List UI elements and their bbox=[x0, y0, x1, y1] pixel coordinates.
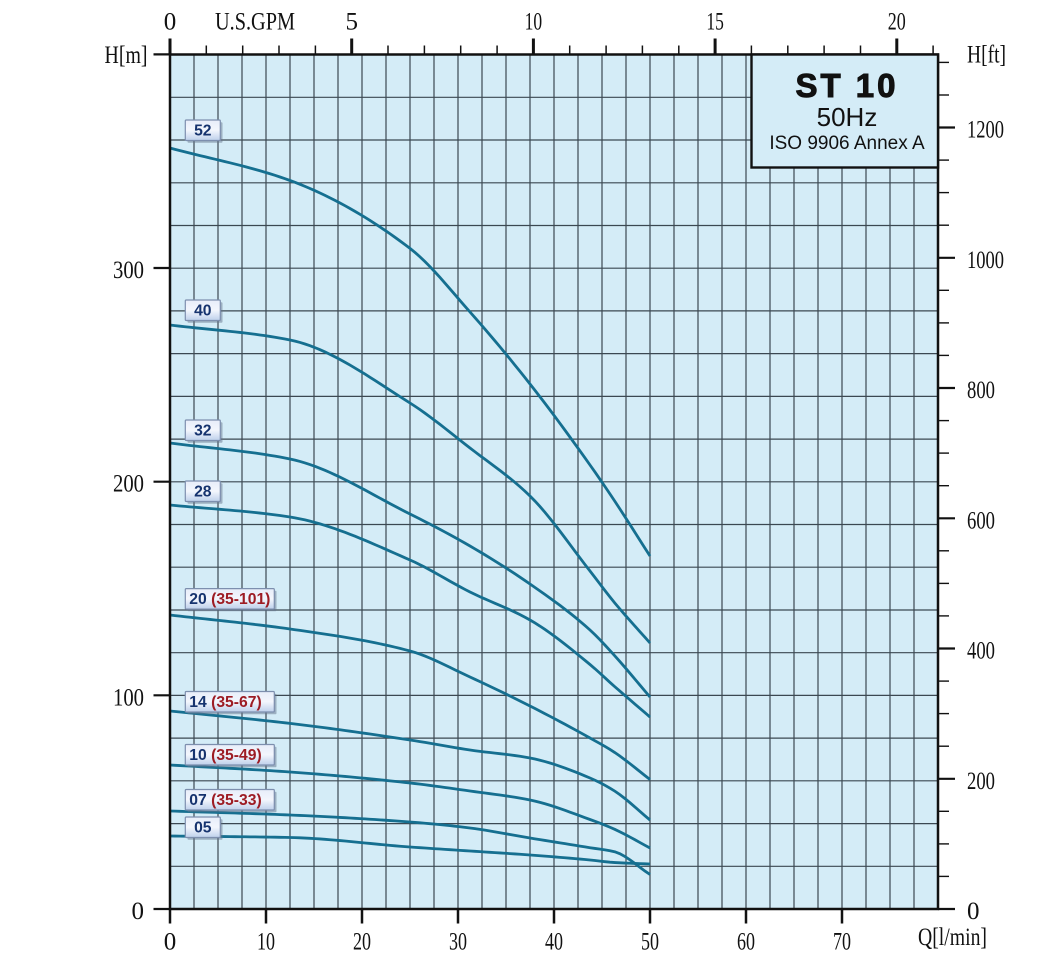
svg-text:10 (35-49): 10 (35-49) bbox=[189, 747, 261, 764]
svg-text:05: 05 bbox=[194, 819, 212, 836]
svg-text:20: 20 bbox=[353, 929, 371, 956]
svg-text:1200: 1200 bbox=[967, 117, 1004, 144]
svg-text:50: 50 bbox=[641, 929, 659, 956]
svg-text:10: 10 bbox=[257, 929, 275, 956]
svg-text:0: 0 bbox=[164, 929, 177, 956]
svg-text:800: 800 bbox=[967, 377, 995, 404]
svg-text:200: 200 bbox=[113, 471, 144, 498]
svg-text:40: 40 bbox=[545, 929, 563, 956]
svg-text:Q[l/min]: Q[l/min] bbox=[918, 924, 987, 951]
svg-text:52: 52 bbox=[194, 122, 212, 139]
svg-text:0: 0 bbox=[164, 9, 177, 36]
svg-text:14 (35-67): 14 (35-67) bbox=[189, 694, 261, 711]
svg-text:5: 5 bbox=[345, 9, 358, 36]
svg-text:300: 300 bbox=[113, 257, 144, 284]
svg-text:ST 10: ST 10 bbox=[795, 67, 898, 104]
svg-text:0: 0 bbox=[132, 898, 145, 925]
svg-text:U.S.GPM: U.S.GPM bbox=[215, 9, 295, 36]
svg-text:32: 32 bbox=[194, 422, 212, 439]
svg-text:20: 20 bbox=[888, 9, 906, 36]
svg-text:28: 28 bbox=[194, 483, 212, 500]
svg-text:ISO 9906 Annex A: ISO 9906 Annex A bbox=[769, 133, 925, 154]
svg-text:H[m]: H[m] bbox=[105, 42, 148, 69]
svg-text:200: 200 bbox=[967, 768, 995, 795]
svg-text:50Hz: 50Hz bbox=[817, 102, 878, 132]
svg-text:20 (35-101): 20 (35-101) bbox=[189, 591, 270, 608]
svg-text:10: 10 bbox=[525, 9, 543, 36]
svg-text:07 (35-33): 07 (35-33) bbox=[189, 792, 261, 809]
svg-text:100: 100 bbox=[113, 684, 144, 711]
svg-text:30: 30 bbox=[449, 929, 467, 956]
svg-text:40: 40 bbox=[194, 302, 212, 319]
svg-text:0: 0 bbox=[967, 898, 980, 925]
svg-text:60: 60 bbox=[737, 929, 755, 956]
svg-text:H[ft]: H[ft] bbox=[967, 42, 1006, 69]
svg-text:600: 600 bbox=[967, 507, 995, 534]
svg-text:70: 70 bbox=[833, 929, 851, 956]
svg-text:15: 15 bbox=[706, 9, 724, 36]
svg-text:400: 400 bbox=[967, 638, 995, 665]
svg-text:1000: 1000 bbox=[967, 247, 1004, 274]
